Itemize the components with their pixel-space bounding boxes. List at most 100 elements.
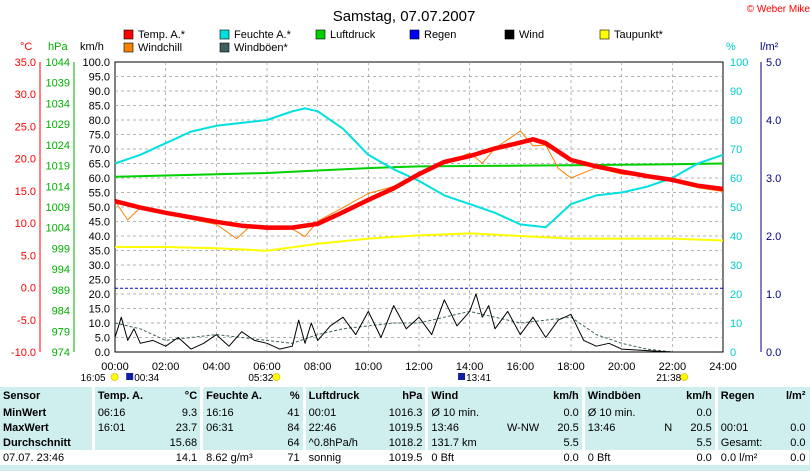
series-line (115, 232, 724, 252)
axis-tick-label: 984 (52, 306, 70, 318)
x-tick-label: 04:00 (203, 361, 231, 373)
stats-cell-w-time: 131.7 km (431, 436, 477, 449)
stats-cell-h-time: 8.62 g/m³ (203, 450, 280, 465)
stats-cell-w-time: 0 Bft (428, 450, 495, 465)
stats-cell-h-val: 71 (279, 450, 305, 465)
legend-entry: Windböen* (234, 42, 289, 54)
axis-tick-label: 10 (730, 318, 742, 330)
stats-cell-r-time: 0.0 l/m² (717, 450, 777, 465)
legend-swatch (599, 29, 610, 40)
stats-cell-w-dir: W-NW (507, 421, 540, 434)
stats-cell-t-time (94, 450, 159, 465)
stats-cell-h-val: 64 (287, 436, 300, 449)
axis-tick-label: 1009 (46, 202, 70, 214)
stats-cell-r-time: Gesamt: (720, 436, 763, 449)
series-line (114, 293, 723, 353)
legend-swatch (409, 29, 420, 40)
axis-tick-label: 1019 (46, 161, 70, 173)
stats-cell-h-val: 84 (287, 421, 300, 434)
stats-cell-p-val: 1018.2 (388, 436, 423, 449)
axis-tick-label: 0.0 (766, 347, 781, 359)
axis-tick-label: 1004 (46, 223, 70, 235)
stats-header-temp: Temp. A. (97, 390, 144, 402)
axis-tick-label: 1034 (46, 98, 70, 110)
axis-tick-label: 1039 (46, 78, 70, 90)
stats-header-sensor: Sensor (3, 390, 41, 402)
legend-entry: Temp. A.* (138, 29, 186, 41)
stats-cell-g-time: Ø 10 min. (587, 406, 636, 419)
stats-cell-t-val: 23.7 (175, 421, 198, 434)
axis-tick-label: 0.0 (95, 347, 110, 359)
axis-tick-label: 15.0 (15, 186, 36, 198)
stats-cell-t-time: 16:01 (97, 421, 126, 434)
x-tick-label: 02:00 (152, 361, 180, 373)
axis-tick-label: 2.0 (766, 231, 781, 243)
x-tick-label: 10:00 (355, 361, 383, 373)
stats-cell-r-val (777, 405, 809, 420)
x-tick-label: 16:00 (507, 361, 535, 373)
axis-tick-label: 5.0 (766, 57, 781, 69)
stats-cell-g-time: 0 Bft (584, 450, 658, 465)
axis-tick-label: 15.0 (89, 304, 110, 316)
stats-cell-g-dir (658, 405, 675, 420)
stats-cell-p-time: 22:46 (308, 421, 337, 434)
stats-cell-g-dir (657, 450, 676, 465)
stats-row: Durchschnitt 15.68 64 ^0.8hPa/h 1018.2 131.7 … (0, 435, 809, 450)
stats-cell-p-val: 1019.5 (375, 450, 427, 465)
stats-cell-t-val: 9.3 (181, 406, 198, 419)
axis-tick-label: 1044 (46, 57, 70, 69)
axes-labels: 35.0 30.0 25.0 20.0 15.0 10.0 5.0 0.0 -5.0 -10.0 1… (11, 41, 781, 359)
moon-time-label: 13:41 (466, 373, 491, 384)
stats-cell-w-time: 13:46 (431, 421, 459, 434)
moon-time-label: 00:34 (134, 373, 159, 384)
stats-cell-t-time (95, 435, 158, 450)
stats-header-pressure-unit: hPa (402, 390, 423, 402)
x-tick-label: 00:00 (101, 361, 129, 373)
stats-header-humidity-unit: % (289, 390, 300, 402)
axis-tick-label: 5.0 (95, 333, 110, 345)
x-axis-labels: 00:00 02:00 04:00 06:00 08:00 10:00 12:00 14:00… (81, 361, 737, 384)
stats-row: MinWert 06:16 9.3 16:16 41 00:01 1016.3 Ø 10 mi… (0, 405, 809, 420)
stats-header-rain: Regen (720, 390, 755, 402)
x-tick-label: 14:00 (456, 361, 484, 373)
legend-entry: Feuchte A.* (234, 29, 292, 41)
stats-header-humidity: Feuchte A. (206, 390, 262, 402)
axis-tick-label: -10.0 (11, 347, 36, 359)
stats-cell-g-val: 0.0 (696, 406, 712, 419)
x-tick-label: 06:00 (253, 361, 281, 373)
axis-tick-label: 25.0 (15, 121, 36, 133)
stats-cell-r-time: 00:01 (720, 421, 749, 434)
axis-tick-label: 80.0 (89, 115, 110, 127)
stats-row: 07.07. 23:46 14.1 8.62 g/m³ 71 sonnig 1019.5 0… (0, 450, 809, 465)
stats-cell-r-val: 0.0 (776, 450, 809, 465)
legend-swatch (219, 42, 230, 53)
stats-cell-w-dir (495, 435, 542, 450)
rain-unit-label: l/m² (760, 41, 779, 53)
axis-tick-label: 1029 (46, 119, 70, 131)
axis-tick-label: 10.0 (89, 318, 110, 330)
axis-tick-label: 35.0 (89, 246, 110, 258)
axis-tick-label: 4.0 (766, 115, 781, 127)
sun-icon (680, 373, 689, 381)
sun-time-label: 05:32 (248, 373, 273, 384)
axis-tick-label: 10.0 (15, 218, 36, 230)
axis-tick-label: 1024 (46, 140, 70, 152)
stats-header-temp-unit: °C (184, 390, 198, 402)
chart-grid (39, 61, 762, 353)
legend-entry: Regen (424, 29, 456, 41)
stats-cell-label: MaxWert (3, 421, 49, 434)
axis-tick-label: 85.0 (89, 101, 110, 113)
x-tick-label: 12:00 (405, 361, 433, 373)
stats-cell-r-val: 0.0 (790, 436, 806, 449)
stats-cell-w-dir (494, 450, 543, 465)
axis-tick-label: 50.0 (89, 202, 110, 214)
stats-header-pressure: Luftdruck (308, 390, 360, 402)
stats-cell-t-val: 15.68 (169, 436, 198, 449)
axis-tick-label: 60 (730, 173, 742, 185)
legend-swatch (315, 29, 326, 40)
stats-cell-g-dir: N (664, 421, 673, 434)
axis-tick-label: 75.0 (89, 130, 110, 142)
stats-cell-r-val: 0.0 (790, 421, 806, 434)
axis-tick-label: 65.0 (89, 159, 110, 171)
stats-cell-h-time: 06:31 (206, 421, 234, 434)
